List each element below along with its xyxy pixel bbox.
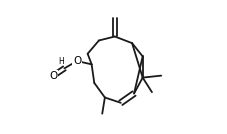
Text: O: O (73, 56, 81, 66)
Text: H: H (58, 57, 64, 66)
Text: O: O (49, 71, 58, 81)
